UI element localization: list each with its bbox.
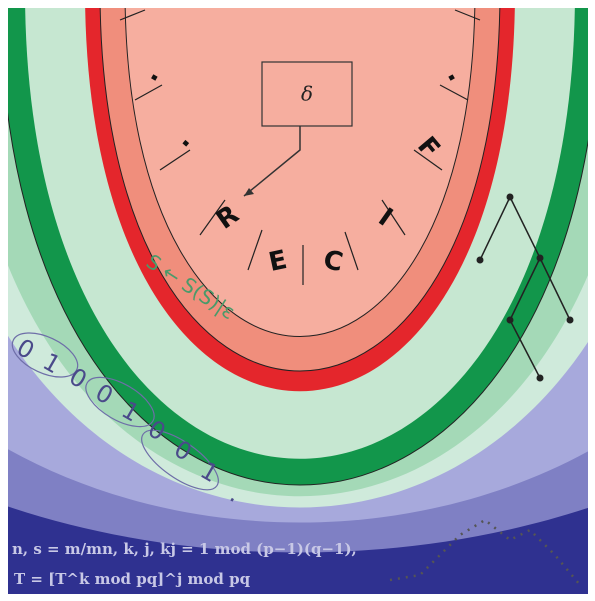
state-label: δ [301, 82, 313, 106]
formula: T = [T^k mod pq]^j mod pq [14, 570, 251, 588]
arrow-head [244, 188, 254, 196]
state-box [261, 61, 353, 127]
head-arrow [243, 126, 301, 197]
tape-cell: E [266, 245, 290, 278]
tape-dividers [119, 9, 481, 285]
bit-arcs [11, 332, 219, 491]
graph-nodes [476, 193, 574, 382]
graph-edges [479, 196, 571, 379]
formula: n, s = m/mn, k, j, kj = 1 mod (p−1)(q−1)… [12, 540, 357, 558]
